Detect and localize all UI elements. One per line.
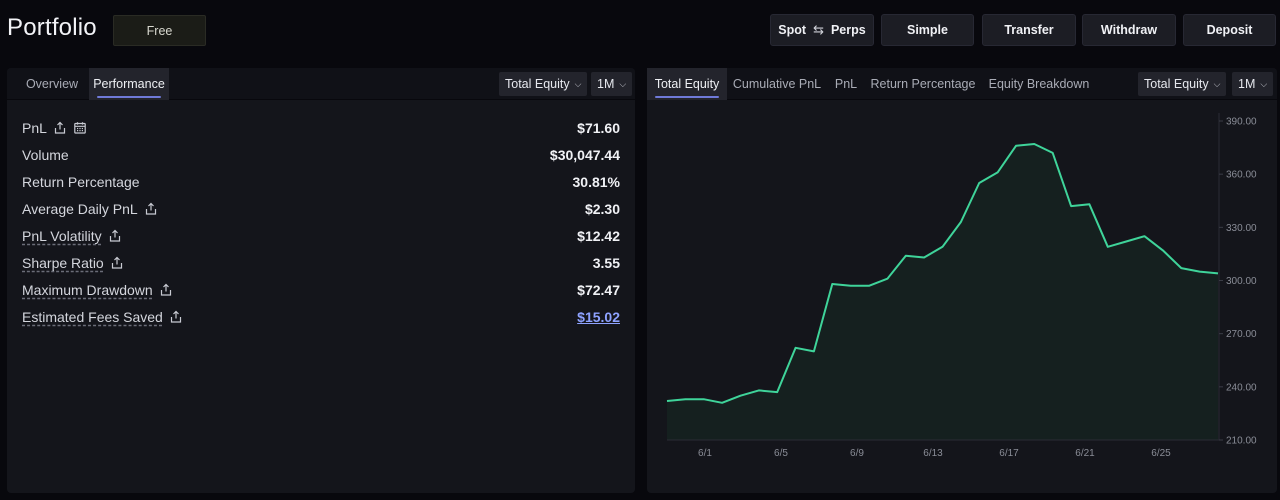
metric-label-text: PnL: [22, 120, 47, 136]
spot-label: Spot: [778, 23, 807, 37]
share-icon[interactable]: [53, 121, 67, 135]
metric-label-average-daily-pnl: Average Daily PnL: [22, 201, 158, 217]
x-tick-label: 6/25: [1151, 448, 1171, 459]
perps-label: Perps: [830, 23, 866, 37]
metric-value-estimated-fees-saved[interactable]: $15.02: [577, 309, 620, 325]
left-tabbar: Overview Performance Total Equity ⌵ 1M ⌵: [7, 68, 635, 100]
share-icon[interactable]: [169, 310, 183, 324]
metric-label-return-percentage: Return Percentage: [22, 174, 140, 190]
metric-label-estimated-fees-saved: Estimated Fees Saved: [22, 309, 183, 325]
y-tick-label: 330.00: [1226, 223, 1257, 234]
metric-value-volume: $30,047.44: [549, 147, 620, 163]
y-tick-label: 360.00: [1226, 170, 1257, 181]
metric-value-sharpe-ratio: 3.55: [592, 255, 620, 271]
tab-cumulative-pnl[interactable]: Cumulative PnL: [732, 77, 822, 91]
chevron-down-icon: ⌵: [574, 78, 582, 89]
left-range-dropdown[interactable]: 1M ⌵: [591, 72, 633, 96]
x-tick-label: 6/21: [1075, 448, 1095, 459]
swap-arrows-icon: ⇆: [813, 22, 824, 37]
left-metric-dropdown[interactable]: Total Equity ⌵: [499, 72, 588, 96]
equity-area: [667, 144, 1218, 440]
metric-label-text[interactable]: Estimated Fees Saved: [22, 309, 163, 325]
y-tick-label: 210.00: [1226, 436, 1257, 447]
metric-row-estimated-fees-saved: Estimated Fees Saved $15.02: [22, 307, 620, 327]
y-tick-label: 300.00: [1226, 276, 1257, 287]
tab-performance[interactable]: Performance: [89, 68, 169, 100]
metric-label-text[interactable]: Sharpe Ratio: [22, 255, 104, 271]
total-equity-chart[interactable]: 390.00 360.00 330.00 300.00 270.00 240.00 210.…: [647, 100, 1277, 493]
left-metric-dropdown-label: Total Equity: [505, 77, 570, 91]
metric-label-text: Return Percentage: [22, 174, 140, 190]
metric-row-average-daily-pnl: Average Daily PnL $2.30: [22, 199, 620, 219]
share-icon[interactable]: [108, 229, 122, 243]
metric-label-text[interactable]: PnL Volatility: [22, 228, 102, 244]
chevron-down-icon: ⌵: [1260, 78, 1268, 89]
spot-perps-toggle[interactable]: Spot ⇆ Perps: [770, 14, 874, 46]
right-tabbar: Total Equity Cumulative PnL PnL Return P…: [647, 68, 1277, 100]
metric-row-pnl-volatility: PnL Volatility $12.42: [22, 226, 620, 246]
metric-label-maximum-drawdown: Maximum Drawdown: [22, 282, 173, 298]
metric-label-sharpe-ratio: Sharpe Ratio: [22, 255, 124, 271]
y-tick-label: 270.00: [1226, 329, 1257, 340]
right-range-dropdown[interactable]: 1M ⌵: [1232, 72, 1274, 96]
metric-value-return-percentage: 30.81%: [572, 174, 620, 190]
deposit-button[interactable]: Deposit: [1183, 14, 1276, 46]
metric-row-sharpe-ratio: Sharpe Ratio 3.55: [22, 253, 620, 273]
metric-row-volume: Volume $30,047.44: [22, 145, 620, 165]
share-icon[interactable]: [144, 202, 158, 216]
x-tick-label: 6/13: [923, 448, 943, 459]
chart-panel: Total Equity Cumulative PnL PnL Return P…: [647, 68, 1277, 493]
chevron-down-icon: ⌵: [1213, 78, 1221, 89]
right-metric-dropdown[interactable]: Total Equity ⌵: [1138, 72, 1227, 96]
metric-label-pnl: PnL: [22, 120, 87, 136]
metric-value-maximum-drawdown: $72.47: [577, 282, 620, 298]
left-range-dropdown-label: 1M: [597, 77, 615, 91]
chevron-down-icon: ⌵: [619, 78, 627, 89]
simple-button[interactable]: Simple: [881, 14, 974, 46]
metric-value-pnl: $71.60: [577, 120, 620, 136]
right-range-dropdown-label: 1M: [1238, 77, 1256, 91]
metric-label-text[interactable]: Maximum Drawdown: [22, 282, 153, 298]
tab-equity-breakdown[interactable]: Equity Breakdown: [988, 77, 1090, 91]
tab-total-equity[interactable]: Total Equity: [647, 68, 727, 100]
x-tick-label: 6/9: [850, 448, 864, 459]
y-tick-label: 240.00: [1226, 382, 1257, 393]
share-icon[interactable]: [110, 256, 124, 270]
right-metric-dropdown-label: Total Equity: [1144, 77, 1209, 91]
metric-value-average-daily-pnl: $2.30: [584, 201, 620, 217]
performance-panel: Overview Performance Total Equity ⌵ 1M ⌵…: [7, 68, 635, 493]
x-tick-label: 6/17: [999, 448, 1019, 459]
metric-label-volume: Volume: [22, 147, 69, 163]
x-tick-label: 6/1: [698, 448, 712, 459]
tab-overview[interactable]: Overview: [25, 77, 79, 91]
tab-return-percentage[interactable]: Return Percentage: [870, 77, 976, 91]
y-tick-label: 390.00: [1226, 117, 1257, 128]
tier-badge[interactable]: Free: [113, 15, 206, 46]
page-title: Portfolio: [7, 14, 97, 41]
metric-label-text: Average Daily PnL: [22, 201, 138, 217]
metric-label-text: Volume: [22, 147, 69, 163]
metric-row-maximum-drawdown: Maximum Drawdown $72.47: [22, 280, 620, 300]
transfer-button[interactable]: Transfer: [982, 14, 1076, 46]
share-icon[interactable]: [159, 283, 173, 297]
withdraw-button[interactable]: Withdraw: [1082, 14, 1176, 46]
page-header: Portfolio Free Spot ⇆ Perps Simple Trans…: [0, 0, 1280, 62]
metric-value-pnl-volatility: $12.42: [577, 228, 620, 244]
metric-row-return-percentage: Return Percentage 30.81%: [22, 172, 620, 192]
x-tick-label: 6/5: [774, 448, 788, 459]
calendar-icon[interactable]: [73, 121, 87, 135]
metric-label-pnl-volatility: PnL Volatility: [22, 228, 122, 244]
metric-row-pnl: PnL $71.60: [22, 118, 620, 138]
tab-pnl[interactable]: PnL: [834, 77, 858, 91]
